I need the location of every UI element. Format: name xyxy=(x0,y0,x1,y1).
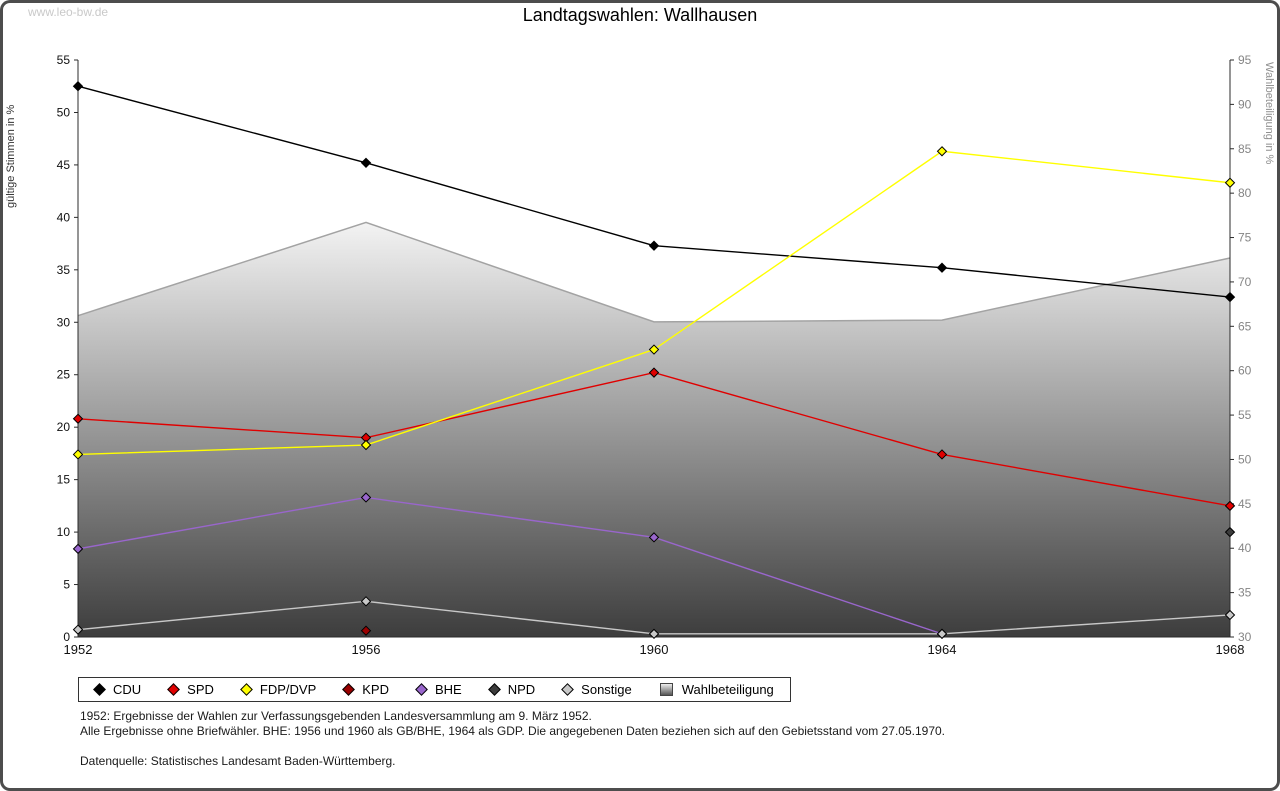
y-tick-label-left: 50 xyxy=(57,105,71,119)
y-tick-label-right: 85 xyxy=(1238,142,1252,156)
x-tick-label: 1956 xyxy=(352,642,381,657)
y-tick-label-right: 80 xyxy=(1238,186,1252,200)
legend-item-wahlbeteiligung: Wahlbeteiligung xyxy=(659,682,774,697)
legend-label: FDP/DVP xyxy=(259,682,317,697)
legend-item-fdp-dvp: FDP/DVP xyxy=(240,682,317,697)
marker-CDU xyxy=(1224,291,1236,303)
footnote-source: Datenquelle: Statistisches Landesamt Bad… xyxy=(80,754,396,768)
legend-diamond-icon xyxy=(93,683,106,696)
y-tick-label-right: 55 xyxy=(1238,408,1252,422)
legend-item-kpd: KPD xyxy=(342,682,389,697)
marker-FDP/DVP xyxy=(72,449,84,460)
marker-CDU xyxy=(936,262,948,273)
y-tick-label-right: 70 xyxy=(1238,275,1252,289)
legend-diamond-icon xyxy=(342,683,356,696)
legend-label: KPD xyxy=(362,682,389,697)
watermark: www.leo-bw.de xyxy=(28,5,109,19)
legend-label: Wahlbeteiligung xyxy=(681,682,774,697)
legend-label: CDU xyxy=(113,682,142,697)
y-tick-label-left: 15 xyxy=(57,473,71,487)
legend-item-sonstige: Sonstige xyxy=(561,682,632,697)
y-tick-label-right: 75 xyxy=(1238,231,1252,245)
y-axis-title-left: gültige Stimmen in % xyxy=(5,104,17,208)
legend-item-spd: SPD xyxy=(167,682,214,697)
marker-CDU xyxy=(72,81,84,92)
series-line-BHE xyxy=(77,496,943,635)
marker-SPD xyxy=(648,367,660,378)
marker-FDP/DVP xyxy=(360,439,372,451)
x-tick-label: 1952 xyxy=(64,642,93,657)
marker-Sonstige xyxy=(648,628,660,640)
marker-Sonstige xyxy=(72,624,84,635)
legend-label: SPD xyxy=(187,682,214,697)
marker-Sonstige xyxy=(936,628,948,640)
legend-diamond-icon xyxy=(415,683,428,696)
footnote-1952: 1952: Ergebnisse der Wahlen zur Verfassu… xyxy=(80,709,592,723)
wahlbeteiligung-area xyxy=(78,222,1230,637)
y-tick-label-right: 40 xyxy=(1238,541,1252,555)
legend-item-cdu: CDU xyxy=(93,682,142,697)
y-tick-label-right: 65 xyxy=(1238,319,1252,333)
x-tick-label: 1960 xyxy=(640,642,669,657)
y-tick-label-left: 55 xyxy=(57,53,71,67)
legend-diamond-icon xyxy=(561,683,575,696)
legend-diamond-icon xyxy=(167,683,181,696)
marker-CDU xyxy=(360,157,372,169)
y-tick-label-right: 90 xyxy=(1238,97,1252,111)
chart-legend: CDU SPD FDP/DVP KPD BHE NPD Sonstige Wahlbeteil… xyxy=(78,677,791,702)
y-tick-label-left: 5 xyxy=(63,578,70,592)
legend-label: NPD xyxy=(507,682,536,697)
marker-SPD xyxy=(1224,500,1236,512)
y-tick-label-right: 60 xyxy=(1238,364,1252,378)
legend-item-npd: NPD xyxy=(487,682,536,697)
y-tick-label-left: 45 xyxy=(57,158,71,172)
y-tick-label-right: 35 xyxy=(1238,586,1252,600)
legend-area-swatch-icon xyxy=(659,683,673,696)
x-tick-label: 1968 xyxy=(1216,642,1245,657)
y-axis-title-right: Wahlbeteiligung in % xyxy=(1263,62,1275,165)
marker-FDP/DVP xyxy=(648,344,660,355)
marker-FDP/DVP xyxy=(1224,177,1236,188)
legend-label: Sonstige xyxy=(581,682,632,697)
marker-CDU xyxy=(648,240,660,251)
footnote-method: Alle Ergebnisse ohne Briefwähler. BHE: 1… xyxy=(80,724,946,738)
y-tick-label-left: 25 xyxy=(57,368,71,382)
chart-title: Landtagswahlen: Wallhausen xyxy=(522,5,758,25)
y-tick-label-right: 45 xyxy=(1238,497,1252,511)
y-tick-label-left: 20 xyxy=(57,420,71,434)
y-tick-label-right: 50 xyxy=(1238,452,1252,466)
legend-item-bhe: BHE xyxy=(415,682,462,697)
footnotes: 1952: Ergebnisse der Wahlen zur Verfassu… xyxy=(80,709,945,769)
legend-diamond-icon xyxy=(487,683,501,696)
marker-Sonstige xyxy=(1224,609,1236,621)
marker-KPD xyxy=(360,625,372,636)
marker-BHE xyxy=(72,543,84,555)
y-tick-label-left: 0 xyxy=(63,630,70,644)
marker-BHE xyxy=(360,492,372,503)
y-tick-label-left: 30 xyxy=(57,315,71,329)
y-tick-label-left: 10 xyxy=(57,525,71,539)
legend-diamond-icon xyxy=(240,683,253,696)
marker-Sonstige xyxy=(360,596,372,607)
wahlbeteiligung-line xyxy=(77,221,1231,323)
marker-FDP/DVP xyxy=(936,146,948,157)
marker-SPD xyxy=(936,449,948,460)
y-tick-label-right: 95 xyxy=(1238,53,1252,67)
y-tick-label-left: 40 xyxy=(57,210,71,224)
marker-NPD xyxy=(1224,526,1236,538)
marker-BHE xyxy=(648,532,660,543)
legend-label: BHE xyxy=(434,682,462,697)
y-tick-label-left: 35 xyxy=(57,263,71,277)
x-tick-label: 1964 xyxy=(928,642,957,657)
marker-SPD xyxy=(72,413,84,424)
y-tick-label-right: 30 xyxy=(1238,630,1252,644)
